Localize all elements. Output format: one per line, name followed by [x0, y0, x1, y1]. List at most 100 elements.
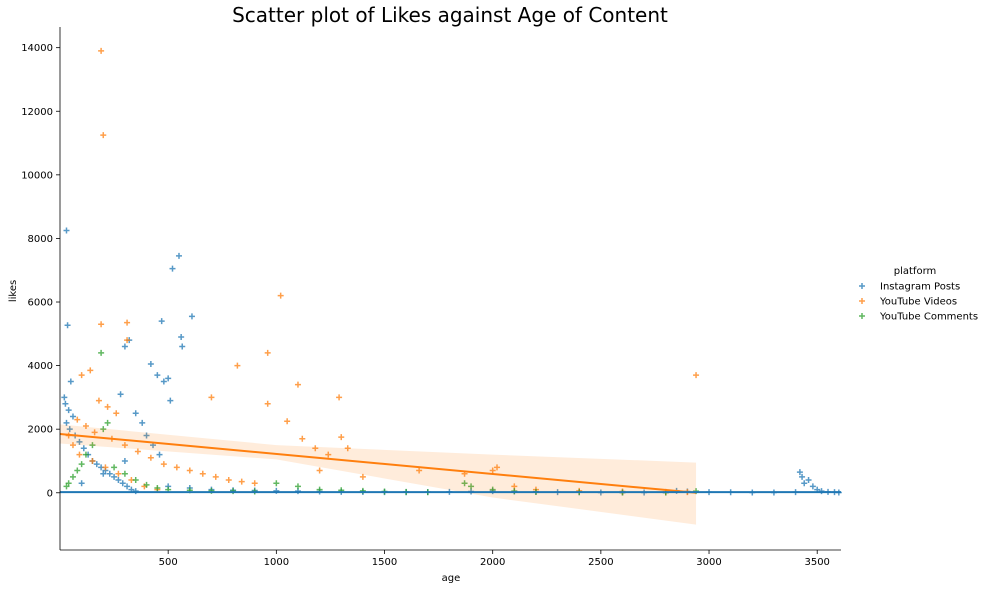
- data-point: [104, 403, 111, 410]
- y-tick-label: 12000: [21, 107, 53, 118]
- data-point: [93, 461, 100, 468]
- data-point: [82, 451, 89, 458]
- data-point: [799, 473, 806, 480]
- data-point: [156, 451, 163, 458]
- data-point: [212, 473, 219, 480]
- data-point: [100, 426, 107, 433]
- data-point: [102, 464, 109, 471]
- data-point: [115, 470, 122, 477]
- legend-marker: [859, 283, 865, 289]
- y-axis-label: likes: [8, 280, 19, 302]
- regression-confidence-band: [60, 424, 697, 525]
- data-point: [119, 480, 126, 487]
- data-point: [132, 477, 139, 484]
- data-point: [124, 483, 131, 490]
- data-point: [461, 480, 468, 487]
- y-tick-label: 10000: [21, 170, 53, 181]
- data-point: [147, 454, 154, 461]
- data-point: [809, 483, 816, 490]
- legend-label: YouTube Comments: [879, 312, 978, 323]
- data-point: [69, 413, 76, 420]
- data-point: [173, 464, 180, 471]
- y-tick-label: 4000: [28, 361, 53, 372]
- legend-entry: YouTube Comments: [859, 312, 978, 323]
- x-tick-label: 1500: [372, 557, 397, 568]
- y-tick-label: 6000: [28, 298, 53, 309]
- data-point: [178, 333, 185, 340]
- data-point: [167, 397, 174, 404]
- y-tick-label: 14000: [21, 43, 53, 54]
- x-axis-label: age: [442, 573, 461, 584]
- data-point: [338, 434, 345, 441]
- data-point: [154, 372, 161, 379]
- data-point: [78, 372, 85, 379]
- data-point: [106, 470, 113, 477]
- data-point: [264, 400, 271, 407]
- data-point: [234, 362, 241, 369]
- x-tick-label: 3500: [804, 557, 829, 568]
- data-point: [179, 343, 186, 350]
- legend: platform Instagram Posts YouTube Videos Yo…: [859, 266, 978, 323]
- data-point: [160, 378, 167, 385]
- x-tick-label: 1000: [264, 557, 289, 568]
- data-point: [89, 457, 96, 464]
- data-point: [165, 375, 172, 382]
- data-point: [89, 442, 96, 449]
- data-point: [169, 265, 176, 272]
- legend-label: YouTube Videos: [879, 297, 957, 308]
- data-point: [299, 435, 306, 442]
- data-point: [312, 445, 319, 452]
- data-point: [76, 438, 83, 445]
- y-tick-label: 2000: [28, 425, 53, 436]
- data-point: [336, 394, 343, 401]
- data-point: [80, 445, 87, 452]
- data-point: [489, 467, 496, 474]
- data-point: [78, 480, 85, 487]
- data-point: [100, 132, 107, 139]
- data-point: [805, 477, 812, 484]
- data-point: [147, 361, 154, 368]
- data-point: [98, 349, 105, 356]
- data-point: [121, 442, 128, 449]
- x-tick-label: 2500: [588, 557, 613, 568]
- data-point: [208, 394, 215, 401]
- data-point: [139, 419, 146, 426]
- data-point: [67, 378, 74, 385]
- data-point: [175, 252, 182, 259]
- data-point: [143, 481, 150, 488]
- data-point: [111, 464, 118, 471]
- data-point: [100, 470, 107, 477]
- data-point: [468, 483, 475, 490]
- data-point: [134, 448, 141, 455]
- x-axis: 500 1000 1500 2000 2500 3000 3500: [60, 549, 841, 568]
- data-point: [62, 400, 69, 407]
- data-point: [95, 397, 102, 404]
- x-tick-label: 3000: [696, 557, 721, 568]
- data-point: [69, 473, 76, 480]
- data-point: [154, 485, 161, 492]
- data-point: [316, 467, 323, 474]
- data-point: [87, 367, 94, 374]
- data-point: [66, 426, 73, 433]
- data-point: [186, 467, 193, 474]
- plot-area: [59, 47, 842, 525]
- y-tick-label: 8000: [28, 234, 53, 245]
- data-point: [124, 319, 131, 326]
- data-point: [225, 477, 232, 484]
- data-point: [188, 313, 195, 320]
- y-tick-label: 0: [47, 488, 53, 499]
- data-point: [65, 480, 72, 487]
- data-point: [160, 461, 167, 468]
- legend-title: platform: [894, 266, 937, 277]
- data-point: [61, 394, 68, 401]
- data-point: [117, 391, 124, 398]
- data-point: [111, 473, 118, 480]
- data-point: [273, 480, 280, 487]
- data-point: [98, 321, 105, 328]
- data-point: [277, 292, 284, 299]
- data-point: [344, 445, 351, 452]
- data-point: [264, 349, 271, 356]
- data-point: [69, 442, 76, 449]
- data-point: [113, 410, 120, 417]
